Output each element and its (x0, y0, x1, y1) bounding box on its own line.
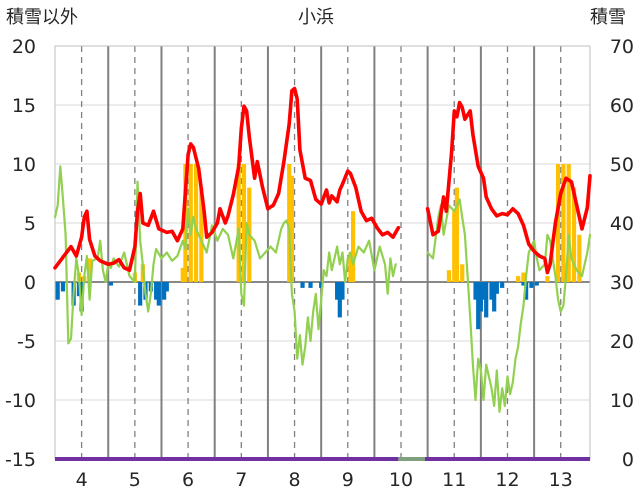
blue-bar (162, 282, 167, 300)
x-tick-label: 7 (235, 469, 247, 491)
blue-bar (529, 282, 534, 288)
x-tick-label: 10 (389, 469, 413, 491)
orange-bar (287, 164, 292, 282)
orange-bar (555, 164, 561, 282)
blue-bar (340, 282, 345, 300)
orange-bar (516, 276, 521, 282)
left-tick-label: 10 (12, 154, 36, 176)
blue-bar (337, 282, 342, 318)
blue-bar (55, 282, 60, 300)
left-tick-label: -15 (5, 449, 36, 471)
blue-bar (494, 282, 499, 294)
x-tick-label: 13 (549, 469, 573, 491)
series-lines (53, 86, 592, 413)
left-tick-label: -5 (17, 331, 36, 353)
blue-bar (319, 282, 324, 288)
orange-bar (561, 164, 566, 282)
x-tick-label: 11 (442, 469, 466, 491)
blue-bar (521, 282, 526, 286)
orange-bar (348, 252, 353, 282)
x-tick-label: 8 (289, 469, 301, 491)
blue-bar (79, 282, 84, 312)
right-tick-label: 0 (622, 449, 634, 471)
orange-bar (566, 164, 571, 282)
orange-bar (183, 164, 188, 282)
blue-bar (492, 282, 497, 312)
orange-bar (241, 164, 247, 282)
left-axis-label: 積雪以外 (6, 7, 78, 28)
left-tick-label: 0 (24, 272, 36, 294)
orange-bar (351, 211, 356, 282)
orange-bar (454, 187, 460, 282)
left-tick-label: 5 (24, 213, 36, 235)
orange-bar (289, 175, 294, 282)
blue-bar (335, 282, 340, 300)
blue-bar (500, 282, 505, 288)
bars (55, 164, 582, 330)
orange-bar (452, 211, 457, 282)
x-tick-label: 5 (129, 469, 141, 491)
orange-bar (446, 270, 452, 282)
right-tick-label: 40 (610, 213, 634, 235)
green-series-line (53, 165, 397, 366)
red-series-line (53, 86, 401, 273)
right-tick-label: 20 (610, 331, 634, 353)
orange-bar (193, 164, 199, 282)
orange-bar (199, 187, 204, 282)
chart-title: 小浜 (298, 7, 334, 28)
right-tick-label: 10 (610, 390, 634, 412)
orange-bar (87, 258, 92, 282)
blue-bar (478, 282, 483, 312)
left-tick-label: -10 (5, 390, 36, 412)
x-tick-label: 4 (76, 469, 88, 491)
blue-bar (60, 282, 66, 292)
blue-bar (484, 282, 489, 318)
blue-bar (489, 282, 494, 300)
blue-bar (476, 282, 481, 330)
left-tick-label: 20 (12, 36, 36, 58)
blue-bar (481, 282, 486, 300)
right-tick-label: 70 (610, 36, 634, 58)
blue-bar (156, 282, 161, 306)
red-series-line (425, 100, 592, 275)
orange-bar (521, 272, 526, 282)
right-axis-label: 積雪 (590, 7, 626, 28)
orange-bar (180, 267, 185, 282)
orange-bar (460, 264, 465, 282)
orange-bar (571, 187, 577, 282)
x-tick-label: 9 (342, 469, 354, 491)
orange-bar (545, 276, 550, 282)
x-tick-label: 12 (495, 469, 519, 491)
right-tick-label: 50 (610, 154, 634, 176)
right-tick-label: 30 (610, 272, 634, 294)
left-tick-label: 15 (12, 95, 36, 117)
blue-bar (308, 282, 313, 288)
green-series-line (426, 198, 592, 413)
blue-bar (138, 282, 143, 306)
right-tick-label: 60 (610, 95, 634, 117)
blue-bar (300, 282, 305, 288)
orange-bar (188, 164, 193, 282)
orange-bar (236, 164, 241, 282)
blue-bar (473, 282, 478, 300)
blue-bar (164, 282, 169, 292)
orange-bar (577, 234, 582, 282)
blue-bar (154, 282, 159, 300)
blue-bar (524, 282, 529, 300)
x-tick-label: 6 (182, 469, 194, 491)
blue-bar (108, 282, 113, 286)
blue-bar (534, 282, 539, 286)
